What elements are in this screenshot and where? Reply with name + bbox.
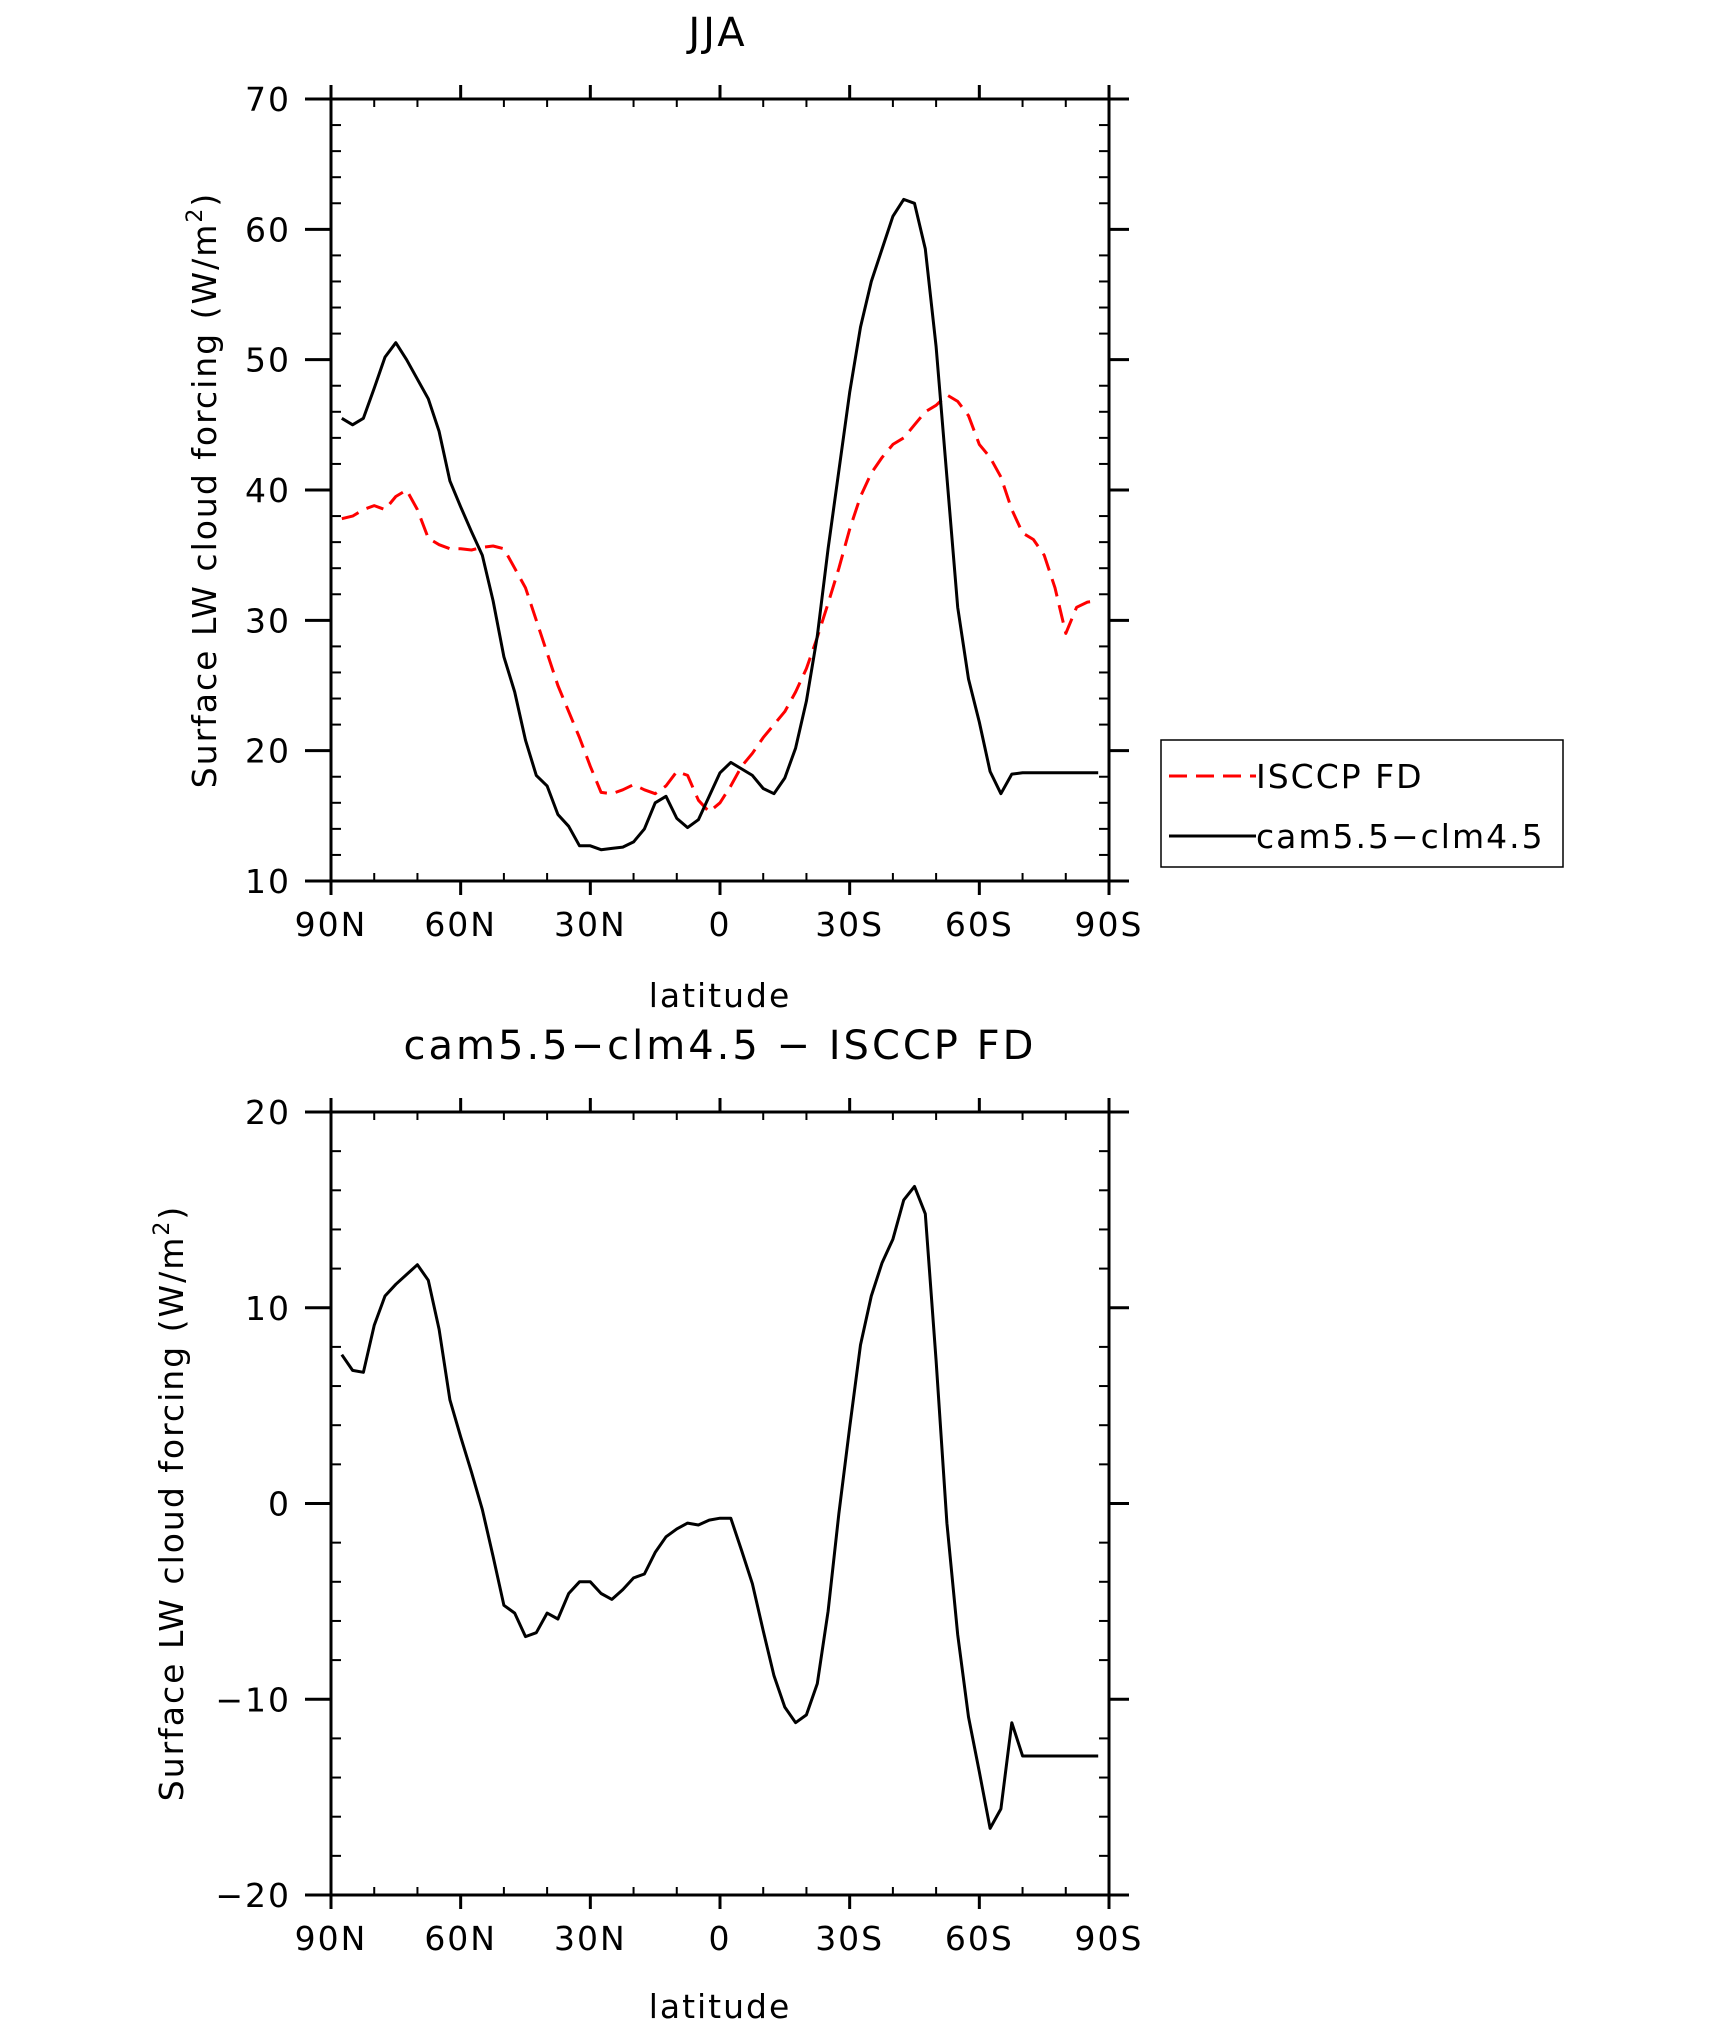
top-series-line-0 (341, 393, 1099, 814)
bottom-y-axis-label-end: ) (152, 1205, 191, 1220)
top-plot-area: 90N 60N 30N 0 30S 60S 90S 10 20 30 40 50 60 70 (245, 80, 1144, 944)
top-y-axis-label: Surface LW cloud forcing (W/m2) (183, 192, 224, 789)
bottom-y-tick-label: 10 (245, 1289, 291, 1328)
top-y-tick-label: 70 (245, 80, 291, 119)
bottom-y-tick-label: −10 (215, 1680, 291, 1719)
top-x-tick-label: 90N (295, 905, 368, 944)
top-y-axis-label-sup: 2 (183, 207, 208, 223)
top-panel: JJA 90N 60N 30N 0 30S 60S 90S 10 20 30 40 50 60 70 la… (183, 10, 1564, 1015)
top-chart-title: JJA (685, 10, 747, 56)
bottom-series-line-0 (340, 1184, 1099, 1830)
bottom-plot-frame (329, 1110, 1111, 1897)
legend-box (1160, 739, 1564, 868)
top-y-tick-label: 10 (245, 862, 291, 901)
top-x-tick-label: 60N (424, 905, 497, 944)
bottom-y-tick-label: 20 (245, 1093, 291, 1132)
top-series-line-1 (341, 197, 1099, 852)
bottom-panel: cam5.5−clm4.5 − ISCCP FD 90N 60N 30N 0 30S 60… (150, 1023, 1144, 2021)
legend-label-isccp: ISCCP FD (1256, 757, 1424, 796)
top-legend: ISCCP FD cam5.5−clm4.5 (1160, 739, 1564, 868)
top-x-axis-label: latitude (649, 976, 792, 1015)
top-y-tick-label: 30 (245, 601, 291, 640)
bottom-y-axis-label-sup: 2 (150, 1220, 175, 1236)
top-x-tick-label: 30N (554, 905, 627, 944)
bottom-x-tick-label: 90N (295, 1919, 368, 1958)
bottom-y-tick-label: 0 (268, 1485, 291, 1524)
top-y-tick-label: 20 (245, 732, 291, 771)
bottom-y-tick-label: −20 (215, 1876, 291, 1915)
bottom-x-tick-label: 30S (815, 1919, 884, 1958)
bottom-y-axis-label-main: Surface LW cloud forcing (W/m (152, 1236, 191, 1802)
top-y-tick-label: 40 (245, 471, 291, 510)
top-x-tick-label: 30S (815, 905, 884, 944)
top-y-axis-label-end: ) (185, 192, 224, 207)
top-y-axis-label-main: Surface LW cloud forcing (W/m (185, 223, 224, 789)
top-x-tick-label: 60S (945, 905, 1014, 944)
legend-label-cam: cam5.5−clm4.5 (1256, 817, 1545, 856)
top-y-tick-label: 50 (245, 341, 291, 380)
bottom-y-axis-label: Surface LW cloud forcing (W/m2) (150, 1205, 191, 1802)
bottom-x-tick-label: 30N (554, 1919, 627, 1958)
bottom-x-tick-label: 0 (709, 1919, 732, 1958)
top-x-tick-label: 0 (709, 905, 732, 944)
bottom-x-tick-label: 60N (424, 1919, 497, 1958)
bottom-chart-title: cam5.5−clm4.5 − ISCCP FD (404, 1023, 1037, 1069)
bottom-x-tick-label: 60S (945, 1919, 1014, 1958)
bottom-x-tick-label: 90S (1075, 1919, 1144, 1958)
top-y-tick-label: 60 (245, 210, 291, 249)
top-plot-frame (329, 97, 1111, 883)
bottom-x-axis-label: latitude (649, 1987, 792, 2021)
bottom-plot-area: 90N 60N 30N 0 30S 60S 90S −20 −10 0 10 20 (215, 1093, 1144, 1958)
top-x-tick-label: 90S (1075, 905, 1144, 944)
